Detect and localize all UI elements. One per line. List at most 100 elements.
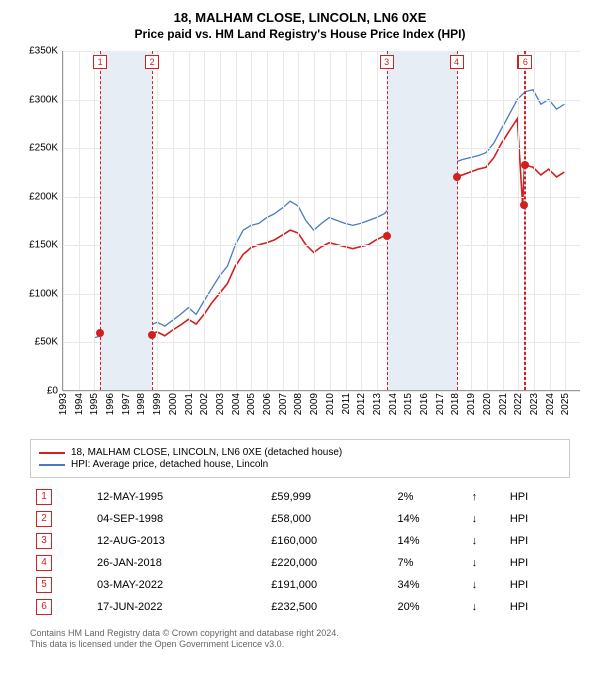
sale-marker: 2 — [145, 55, 159, 69]
x-tick-label: 1995 — [89, 393, 100, 415]
x-tick-label: 1997 — [121, 393, 132, 415]
x-tick-label: 2020 — [482, 393, 493, 415]
footnote-line: Contains HM Land Registry data © Crown c… — [30, 628, 570, 638]
x-tick-label: 2021 — [498, 393, 509, 415]
sale-arrow: ↓ — [466, 552, 504, 574]
x-tick-label: 2015 — [403, 393, 414, 415]
sale-arrow: ↓ — [466, 508, 504, 530]
sale-marker: 3 — [380, 55, 394, 69]
sale-dot — [96, 329, 104, 337]
sale-price: £232,500 — [265, 596, 391, 618]
x-tick-label: 2024 — [545, 393, 556, 415]
sale-vline — [152, 51, 153, 390]
footnote-line: This data is licensed under the Open Gov… — [30, 639, 570, 649]
x-tick-label: 2011 — [341, 393, 352, 415]
y-tick-label: £250K — [29, 143, 58, 154]
table-row: 426-JAN-2018£220,0007%↓HPI — [30, 552, 570, 574]
sale-vline — [524, 51, 525, 390]
sale-date: 12-AUG-2013 — [91, 530, 265, 552]
sale-date: 03-MAY-2022 — [91, 574, 265, 596]
x-axis-labels: 1993199419951996199719981999200020012002… — [62, 393, 580, 431]
sale-vs: HPI — [504, 530, 570, 552]
x-tick-label: 2009 — [309, 393, 320, 415]
ownership-band — [100, 51, 152, 390]
sale-pct: 7% — [391, 552, 465, 574]
x-tick-label: 2007 — [278, 393, 289, 415]
sale-dot — [521, 161, 529, 169]
sale-badge: 3 — [36, 533, 52, 549]
x-tick-label: 2001 — [184, 393, 195, 415]
y-tick-label: £150K — [29, 240, 58, 251]
x-tick-label: 1994 — [74, 393, 85, 415]
series-line — [100, 119, 564, 336]
x-tick-label: 2003 — [215, 393, 226, 415]
x-tick-label: 1996 — [105, 393, 116, 415]
x-tick-label: 2019 — [466, 393, 477, 415]
sale-vs: HPI — [504, 596, 570, 618]
sale-price: £58,000 — [265, 508, 391, 530]
x-tick-label: 1998 — [136, 393, 147, 415]
sale-pct: 2% — [391, 486, 465, 508]
sale-arrow: ↓ — [466, 596, 504, 618]
legend-swatch — [39, 452, 65, 454]
sale-badge: 1 — [36, 489, 52, 505]
x-tick-label: 2013 — [372, 393, 383, 415]
sale-pct: 14% — [391, 508, 465, 530]
x-tick-label: 2023 — [529, 393, 540, 415]
x-tick-label: 2022 — [513, 393, 524, 415]
sale-marker: 1 — [93, 55, 107, 69]
sale-date: 04-SEP-1998 — [91, 508, 265, 530]
sale-price: £59,999 — [265, 486, 391, 508]
x-tick-label: 1999 — [152, 393, 163, 415]
x-tick-label: 2017 — [435, 393, 446, 415]
x-tick-label: 2002 — [199, 393, 210, 415]
x-tick-label: 2005 — [246, 393, 257, 415]
chart-title: 18, MALHAM CLOSE, LINCOLN, LN6 0XE — [10, 10, 590, 25]
sale-vs: HPI — [504, 486, 570, 508]
x-tick-label: 2010 — [325, 393, 336, 415]
sale-vline — [387, 51, 388, 390]
sale-badge: 4 — [36, 555, 52, 571]
sale-pct: 20% — [391, 596, 465, 618]
sale-vline — [525, 51, 526, 390]
x-tick-label: 2004 — [231, 393, 242, 415]
sale-vline — [100, 51, 101, 390]
x-tick-label: 2006 — [262, 393, 273, 415]
y-axis-labels: £0£50K£100K£150K£200K£250K£300K£350K — [20, 51, 62, 391]
x-tick-label: 2014 — [388, 393, 399, 415]
sale-dot — [148, 331, 156, 339]
x-tick-label: 2025 — [560, 393, 571, 415]
sale-arrow: ↓ — [466, 574, 504, 596]
sale-vs: HPI — [504, 508, 570, 530]
legend-label: HPI: Average price, detached house, Linc… — [71, 459, 268, 470]
y-tick-label: £300K — [29, 94, 58, 105]
ownership-band — [387, 51, 457, 390]
table-row: 204-SEP-1998£58,00014%↓HPI — [30, 508, 570, 530]
legend: 18, MALHAM CLOSE, LINCOLN, LN6 0XE (deta… — [30, 439, 570, 478]
y-tick-label: £100K — [29, 288, 58, 299]
sale-vline — [457, 51, 458, 390]
footnote: Contains HM Land Registry data © Crown c… — [30, 628, 570, 649]
sale-dot — [453, 173, 461, 181]
x-tick-label: 2008 — [293, 393, 304, 415]
x-tick-label: 2000 — [168, 393, 179, 415]
sale-marker: 4 — [450, 55, 464, 69]
sale-date: 12-MAY-1995 — [91, 486, 265, 508]
legend-swatch — [39, 464, 65, 466]
sale-dot — [383, 232, 391, 240]
sale-arrow: ↑ — [466, 486, 504, 508]
x-tick-label: 2012 — [356, 393, 367, 415]
y-tick-label: £200K — [29, 191, 58, 202]
chart: £0£50K£100K£150K£200K£250K£300K£350K 123… — [20, 51, 580, 431]
sales-table: 112-MAY-1995£59,9992%↑HPI204-SEP-1998£58… — [30, 486, 570, 618]
sale-date: 26-JAN-2018 — [91, 552, 265, 574]
plot-area: 123456 — [62, 51, 580, 391]
y-tick-label: £0 — [47, 386, 58, 397]
chart-subtitle: Price paid vs. HM Land Registry's House … — [10, 27, 590, 41]
sale-pct: 34% — [391, 574, 465, 596]
sale-vs: HPI — [504, 574, 570, 596]
sale-pct: 14% — [391, 530, 465, 552]
sale-price: £220,000 — [265, 552, 391, 574]
sale-price: £191,000 — [265, 574, 391, 596]
table-row: 312-AUG-2013£160,00014%↓HPI — [30, 530, 570, 552]
